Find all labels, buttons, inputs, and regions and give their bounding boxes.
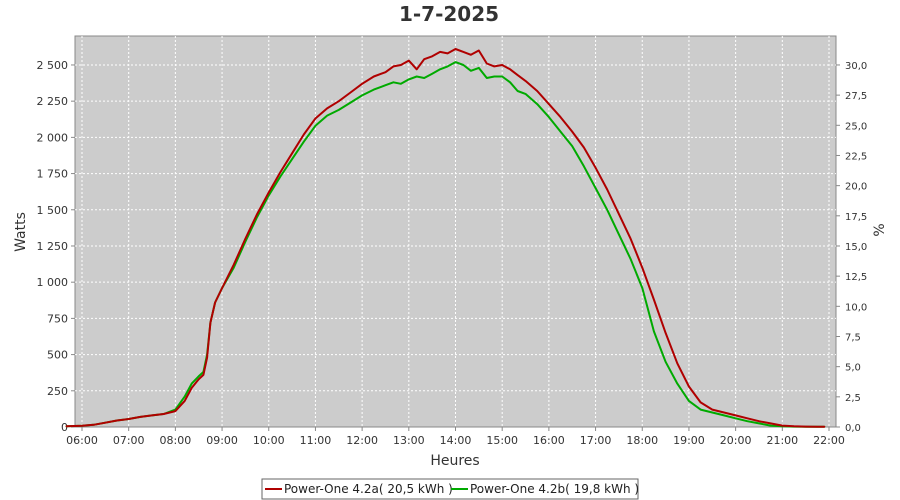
y-tick-label: 500 [47, 349, 68, 362]
series-line-b [65, 61, 826, 428]
y-tick-label: 1 500 [37, 204, 69, 217]
x-tick-label: 14:00 [440, 434, 472, 447]
x-tick-label: 09:00 [206, 434, 238, 447]
series-lines [65, 48, 826, 428]
x-tick-label: 19:00 [673, 434, 705, 447]
y-tick-label: 0 [61, 421, 68, 434]
x-tick-label: 15:00 [486, 434, 518, 447]
y2-tick-label: 0,0 [845, 423, 861, 434]
y-tick-label: 2 250 [37, 95, 69, 108]
x-tick-label: 18:00 [626, 434, 658, 447]
y-tick-label: 750 [47, 312, 68, 325]
x-tick-label: 22:00 [813, 434, 845, 447]
y-tick-label: 1 750 [37, 168, 69, 181]
series-line-a [65, 48, 826, 428]
y2-tick-label: 22,5 [845, 151, 867, 162]
legend-box [261, 478, 639, 500]
y2-tick-label: 7,5 [845, 332, 861, 343]
x-tick-label: 08:00 [160, 434, 192, 447]
y2-tick-label: 27,5 [845, 91, 867, 102]
y-tick-label: 1 250 [37, 240, 69, 253]
x-axis-ticks: 06:00 07:00 08:00 09:00 10:00 11:00 12:00 13:00… [66, 427, 845, 447]
chart-title: 1-7-2025 [399, 2, 499, 26]
y2-tick-label: 17,5 [845, 212, 867, 223]
y-axis-ticks: 0 250 500 750 1 000 1 250 1 500 1 750 2 000 2 250… [37, 59, 75, 434]
x-tick-label: 11:00 [300, 434, 332, 447]
x-axis-label: Heures [430, 453, 479, 469]
x-tick-label: 13:00 [393, 434, 425, 447]
y2-tick-label: 25,0 [845, 121, 867, 132]
y2-tick-label: 5,0 [845, 363, 861, 374]
x-tick-label: 12:00 [346, 434, 378, 447]
y2-tick-label: 20,0 [845, 182, 867, 193]
y2-axis-label: % [872, 223, 888, 236]
y-axis-label: Watts [13, 212, 29, 252]
y-tick-label: 1 000 [37, 276, 69, 289]
y-tick-label: 250 [47, 385, 68, 398]
x-tick-label: 06:00 [66, 434, 98, 447]
y2-tick-label: 2,5 [845, 393, 861, 404]
y2-tick-label: 15,0 [845, 242, 867, 253]
x-tick-label: 16:00 [533, 434, 565, 447]
x-tick-label: 07:00 [113, 434, 145, 447]
y2-tick-label: 12,5 [845, 272, 867, 283]
y2-tick-label: 10,0 [845, 302, 867, 313]
y-tick-label: 2 500 [37, 59, 69, 72]
x-tick-label: 10:00 [253, 434, 285, 447]
y-tick-label: 2 000 [37, 131, 69, 144]
y2-tick-label: 30,0 [845, 61, 867, 72]
legend: Power-One 4.2a( 20,5 kWh ) Power-One 4.2… [261, 478, 639, 500]
y2-axis-ticks: 0,0 2,5 5,0 7,5 10,0 12,5 15,0 17,5 20,0 22,5 25,0… [836, 61, 867, 434]
x-tick-label: 17:00 [580, 434, 612, 447]
grid-lines [75, 36, 836, 427]
legend-label-series-a: Power-One 4.2a( 20,5 kWh ) [284, 482, 453, 496]
legend-label-series-b: Power-One 4.2b( 19,8 kWh ) [470, 482, 639, 496]
x-tick-label: 20:00 [720, 434, 752, 447]
x-tick-label: 21:00 [766, 434, 798, 447]
